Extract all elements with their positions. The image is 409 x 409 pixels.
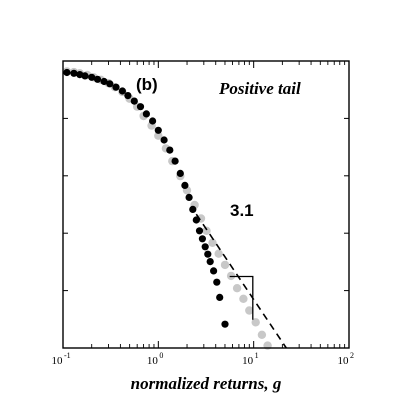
svg-text:10: 10: [338, 355, 350, 367]
svg-text:10: 10: [52, 355, 64, 367]
data-point: [118, 87, 126, 95]
x-tick-label: 10 -1: [52, 351, 71, 367]
svg-text:10: 10: [242, 355, 254, 367]
data-point: [214, 249, 223, 258]
data-point: [88, 73, 96, 81]
data-point: [112, 83, 120, 91]
data-point: [142, 110, 150, 118]
x-axis-title: normalized returns, g: [131, 374, 282, 393]
data-point: [181, 181, 189, 189]
data-point: [251, 318, 260, 327]
x-tick-label: 10 0: [147, 351, 164, 367]
svg-text:-1: -1: [64, 351, 71, 360]
data-point: [213, 278, 221, 286]
data-point: [171, 157, 179, 165]
data-point: [221, 320, 229, 328]
panel-label: (b): [136, 75, 158, 94]
data-point: [198, 235, 206, 243]
data-point: [206, 258, 214, 266]
data-point: [136, 103, 145, 111]
data-point: [154, 126, 162, 134]
data-point: [202, 226, 211, 235]
data-point: [70, 69, 78, 77]
svg-text:1: 1: [255, 351, 259, 360]
y-axis-ticks: [63, 60, 349, 349]
data-point: [106, 80, 114, 88]
data-point: [93, 75, 102, 83]
data-point: [149, 117, 157, 125]
data-point: [245, 306, 254, 315]
data-point: [130, 97, 138, 105]
slope-label: 3.1: [230, 201, 254, 220]
x-axis-ticks: [62, 61, 350, 348]
data-point: [185, 193, 193, 201]
data-point: [124, 92, 132, 100]
data-point: [166, 146, 174, 154]
data-point: [257, 330, 267, 339]
data-point: [81, 72, 89, 80]
data-point: [176, 169, 184, 177]
plot-area: [62, 67, 287, 350]
data-point: [204, 250, 212, 258]
fit-line: [195, 213, 287, 349]
slope-bracket: [229, 275, 254, 320]
data-point: [100, 77, 108, 86]
series-black: [63, 68, 229, 328]
x-tick-label: 10 2: [338, 351, 355, 367]
data-point: [232, 284, 242, 293]
plot-frame: [62, 60, 350, 349]
chart-title: Positive tail: [218, 79, 301, 98]
data-point: [210, 267, 218, 275]
x-tick-label: 10 1: [242, 351, 259, 367]
data-point: [239, 294, 248, 303]
svg-text:10: 10: [147, 355, 159, 367]
data-point: [220, 260, 230, 270]
svg-text:2: 2: [350, 351, 354, 360]
svg-text:0: 0: [159, 351, 163, 360]
data-point: [160, 136, 168, 144]
x-axis-tick-labels: 10 -1 10 0 10 1 10 2: [52, 351, 355, 367]
data-point: [201, 243, 209, 251]
data-point: [208, 238, 217, 247]
data-point: [63, 68, 71, 77]
data-point: [216, 293, 224, 301]
data-point: [154, 131, 163, 140]
data-point: [189, 205, 197, 213]
data-point: [195, 227, 204, 235]
